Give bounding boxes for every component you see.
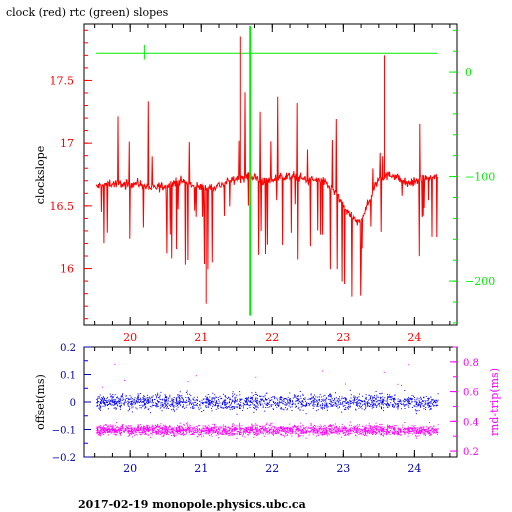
x-tick-label: 21: [194, 331, 208, 344]
offset-scatter: [96, 389, 439, 415]
x-tick-label: 21: [194, 462, 208, 475]
y2-tick-label: −100: [465, 171, 495, 184]
x-tick-label: 20: [123, 331, 137, 344]
y2-tick-label: 0.2: [463, 447, 479, 458]
roundtrip-scatter: [96, 363, 439, 439]
y2-tick-label: 0.4: [463, 417, 479, 428]
y-tick-label: −0.2: [52, 453, 76, 464]
chart-title: clock (red) rtc (green) slopes: [6, 6, 169, 19]
y-tick-label: 17.5: [50, 74, 75, 87]
offset-roundtrip-chart: 20 21 22 23 24 −0.2 −0.1 0 0.1 0.2 0.2 0.4 0.6 0.8 off…: [34, 343, 501, 475]
y2-tick-label: 0: [465, 66, 472, 79]
x-tick-label: 22: [265, 331, 279, 344]
x-tick-label: 23: [336, 462, 350, 475]
y-tick-label: 16: [60, 263, 74, 276]
footer-text: 2017-02-19 monopole.physics.ubc.ca: [78, 498, 306, 511]
x-tick-label: 22: [265, 462, 279, 475]
y2-axis-label: rnd-trip(ms): [488, 368, 501, 436]
x-tick-label: 24: [407, 462, 421, 475]
clock-rtc-slope-chart: 20 21 22 23 24 16 16.5 17 17.5 −200 −100 0 clockslop…: [34, 23, 495, 344]
clock-series-line: [95, 92, 439, 297]
y-tick-label: 16.5: [50, 200, 75, 213]
x-tick-label: 23: [336, 331, 350, 344]
y-tick-label: 0: [70, 398, 76, 409]
y-tick-label: 0.2: [60, 343, 76, 354]
x-tick-label: 20: [123, 462, 137, 475]
y-tick-label: 0.1: [60, 371, 76, 382]
y-tick-label: −0.1: [52, 426, 76, 437]
top-plot-frame: [83, 23, 458, 326]
y2-tick-label: −200: [465, 275, 495, 288]
x-tick-label: 24: [407, 331, 421, 344]
y-axis-label: offset(ms): [34, 374, 47, 430]
y-axis-label: clockslope: [34, 146, 47, 204]
y2-tick-label: 0.6: [463, 388, 479, 399]
y2-tick-label: 0.8: [463, 358, 479, 369]
y-tick-label: 17: [60, 137, 74, 150]
